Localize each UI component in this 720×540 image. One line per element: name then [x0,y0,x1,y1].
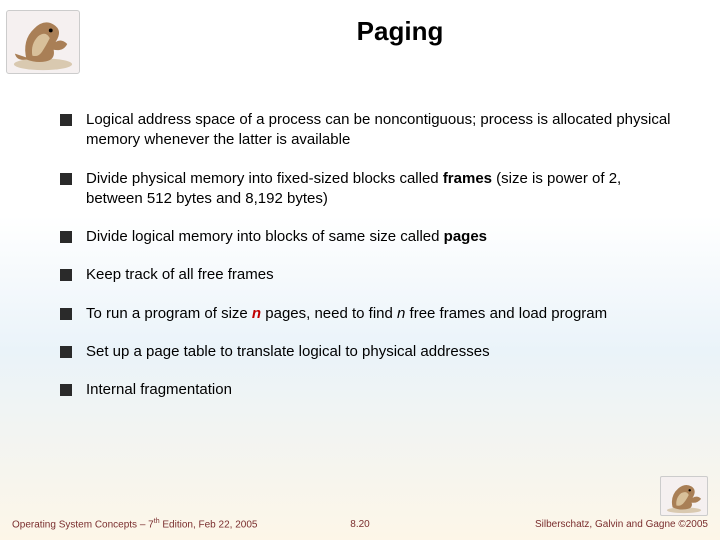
bullet-item: Internal fragmentation [60,380,672,400]
bullet-text: Divide logical memory into blocks of sam… [86,227,672,247]
bullet-item: Divide physical memory into fixed-sized … [60,169,672,210]
bullet-text: Keep track of all free frames [86,265,672,285]
square-bullet-icon [60,308,72,320]
bullet-list: Logical address space of a process can b… [0,74,720,400]
bullet-text: Internal fragmentation [86,380,672,400]
dinosaur-logo [6,10,80,74]
square-bullet-icon [60,173,72,185]
square-bullet-icon [60,384,72,396]
bullet-text: To run a program of size n pages, need t… [86,304,672,324]
footer-right: Silberschatz, Galvin and Gagne ©2005 [535,519,708,530]
slide-title-container: Paging [80,10,720,47]
square-bullet-icon [60,114,72,126]
square-bullet-icon [60,346,72,358]
bullet-text: Divide physical memory into fixed-sized … [86,169,672,210]
bullet-item: Divide logical memory into blocks of sam… [60,227,672,247]
square-bullet-icon [60,269,72,281]
bullet-item: Set up a page table to translate logical… [60,342,672,362]
bullet-text: Set up a page table to translate logical… [86,342,672,362]
bullet-item: Keep track of all free frames [60,265,672,285]
slide-number: 8.20 [350,519,369,530]
dinosaur-logo-small [660,476,708,516]
slide-title: Paging [80,16,720,47]
footer: Operating System Concepts – 7th Edition,… [0,476,720,530]
footer-left: Operating System Concepts – 7th Edition,… [12,518,257,530]
bullet-text: Logical address space of a process can b… [86,110,672,151]
bullet-item: To run a program of size n pages, need t… [60,304,672,324]
square-bullet-icon [60,231,72,243]
bullet-item: Logical address space of a process can b… [60,110,672,151]
